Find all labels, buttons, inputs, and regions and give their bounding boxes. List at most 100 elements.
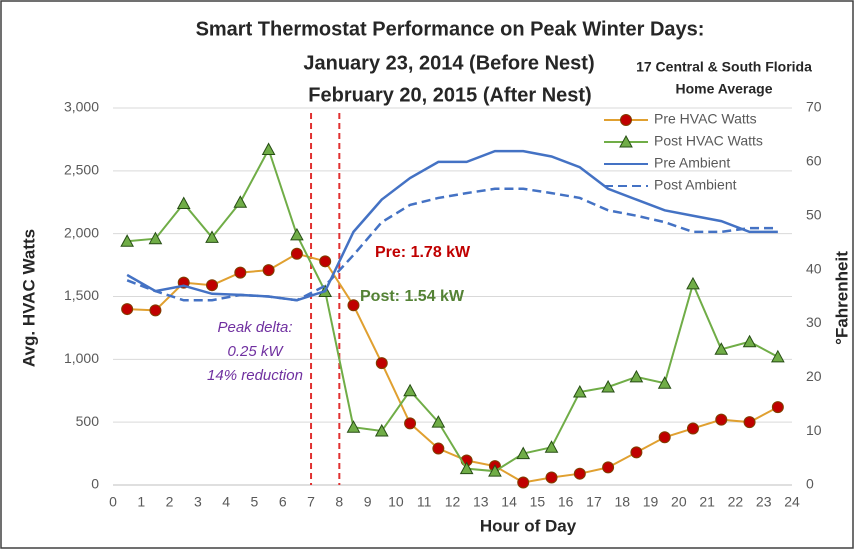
x-tick-label: 13 xyxy=(473,494,489,510)
y2-tick-label: 30 xyxy=(806,314,822,330)
y2-tick-label: 40 xyxy=(806,260,822,276)
y-axis-label: Avg. HVAC Watts xyxy=(19,229,38,367)
x-tick-label: 4 xyxy=(222,494,230,510)
marker xyxy=(602,461,615,474)
title: Smart Thermostat Performance on Peak Win… xyxy=(196,18,705,106)
subtitle: Home Average xyxy=(675,81,772,97)
series-line xyxy=(127,146,779,473)
x-tick-label: 17 xyxy=(586,494,602,510)
x-tick-label: 15 xyxy=(530,494,546,510)
marker xyxy=(629,369,644,383)
marker xyxy=(657,376,672,389)
marker xyxy=(290,247,303,260)
marker xyxy=(432,442,445,455)
marker xyxy=(743,416,756,429)
marker xyxy=(714,342,729,355)
x-tick-label: 16 xyxy=(558,494,574,510)
marker xyxy=(404,417,417,430)
marker xyxy=(544,440,559,453)
marker xyxy=(573,467,586,480)
annotation: Post: 1.54 kW xyxy=(360,288,465,305)
title-line: January 23, 2014 (Before Nest) xyxy=(303,52,594,74)
legend-label: Pre Ambient xyxy=(654,155,730,171)
marker xyxy=(459,461,474,475)
y-tick-label: 1,000 xyxy=(64,350,99,366)
marker xyxy=(319,255,332,268)
marker xyxy=(121,303,134,316)
annotation: Pre: 1.78 kW xyxy=(375,244,471,261)
y-tick-label: 2,500 xyxy=(64,162,99,178)
x-tick-label: 0 xyxy=(109,494,117,510)
marker xyxy=(374,423,389,437)
y-tick-label: 3,000 xyxy=(64,99,99,115)
marker xyxy=(601,379,615,393)
x-tick-label: 5 xyxy=(251,494,259,510)
marker xyxy=(205,230,219,243)
marker xyxy=(233,195,248,208)
annotation: 0.25 kW xyxy=(227,343,284,360)
legend-label: Post Ambient xyxy=(654,177,737,193)
legend-label: Pre HVAC Watts xyxy=(654,111,757,127)
marker xyxy=(234,266,247,279)
marker xyxy=(346,420,361,433)
x-tick-label: 1 xyxy=(137,494,145,510)
y2-tick-label: 70 xyxy=(806,99,822,115)
marker xyxy=(742,334,757,348)
marker xyxy=(262,264,275,277)
marker xyxy=(488,464,502,477)
y-tick-label: 500 xyxy=(76,413,100,429)
marker xyxy=(517,476,530,489)
marker xyxy=(176,196,191,210)
marker xyxy=(545,471,558,484)
y-tick-label: 0 xyxy=(91,476,99,492)
x-tick-label: 24 xyxy=(784,494,800,510)
marker xyxy=(261,142,276,155)
marker xyxy=(630,446,643,459)
x-tick-label: 9 xyxy=(364,494,372,510)
marker xyxy=(658,431,671,444)
x-tick-label: 2 xyxy=(166,494,174,510)
marker xyxy=(572,384,587,398)
annotation: 14% reduction xyxy=(207,367,303,384)
y-tick-label: 1,500 xyxy=(64,287,99,303)
marker xyxy=(148,231,163,245)
annotation: Peak delta: xyxy=(217,319,292,336)
marker xyxy=(403,383,417,397)
y2-tick-label: 20 xyxy=(806,368,822,384)
y2-tick-label: 10 xyxy=(806,422,822,438)
marker xyxy=(771,401,784,414)
marker xyxy=(375,357,388,370)
marker xyxy=(516,446,531,460)
x-tick-label: 11 xyxy=(417,494,432,510)
y2-tick-label: 60 xyxy=(806,153,822,169)
x-tick-label: 18 xyxy=(614,494,630,510)
marker xyxy=(290,227,304,241)
x-tick-label: 22 xyxy=(728,494,744,510)
marker xyxy=(431,415,446,428)
x-tick-label: 10 xyxy=(388,494,404,510)
title-line: February 20, 2015 (After Nest) xyxy=(308,84,591,106)
y2-axis-label: °Fahrenheit xyxy=(832,251,851,345)
legend-label: Post HVAC Watts xyxy=(654,133,763,149)
y2-tick-label: 50 xyxy=(806,206,822,222)
marker xyxy=(715,413,728,426)
marker xyxy=(120,234,134,247)
legend-marker xyxy=(619,134,633,148)
x-tick-label: 3 xyxy=(194,494,202,510)
x-tick-label: 20 xyxy=(671,494,687,510)
x-tick-label: 14 xyxy=(501,494,517,510)
marker xyxy=(149,304,162,317)
title-line: Smart Thermostat Performance on Peak Win… xyxy=(196,18,705,40)
series-line xyxy=(126,187,778,302)
y-tick-label: 2,000 xyxy=(64,224,99,240)
x-tick-label: 23 xyxy=(756,494,772,510)
x-axis-label: Hour of Day xyxy=(480,516,577,535)
x-tick-label: 8 xyxy=(335,494,343,510)
marker xyxy=(686,276,700,290)
x-tick-label: 6 xyxy=(279,494,287,510)
marker xyxy=(771,349,785,363)
y2-tick-label: 0 xyxy=(806,476,814,492)
x-tick-label: 7 xyxy=(307,494,315,510)
